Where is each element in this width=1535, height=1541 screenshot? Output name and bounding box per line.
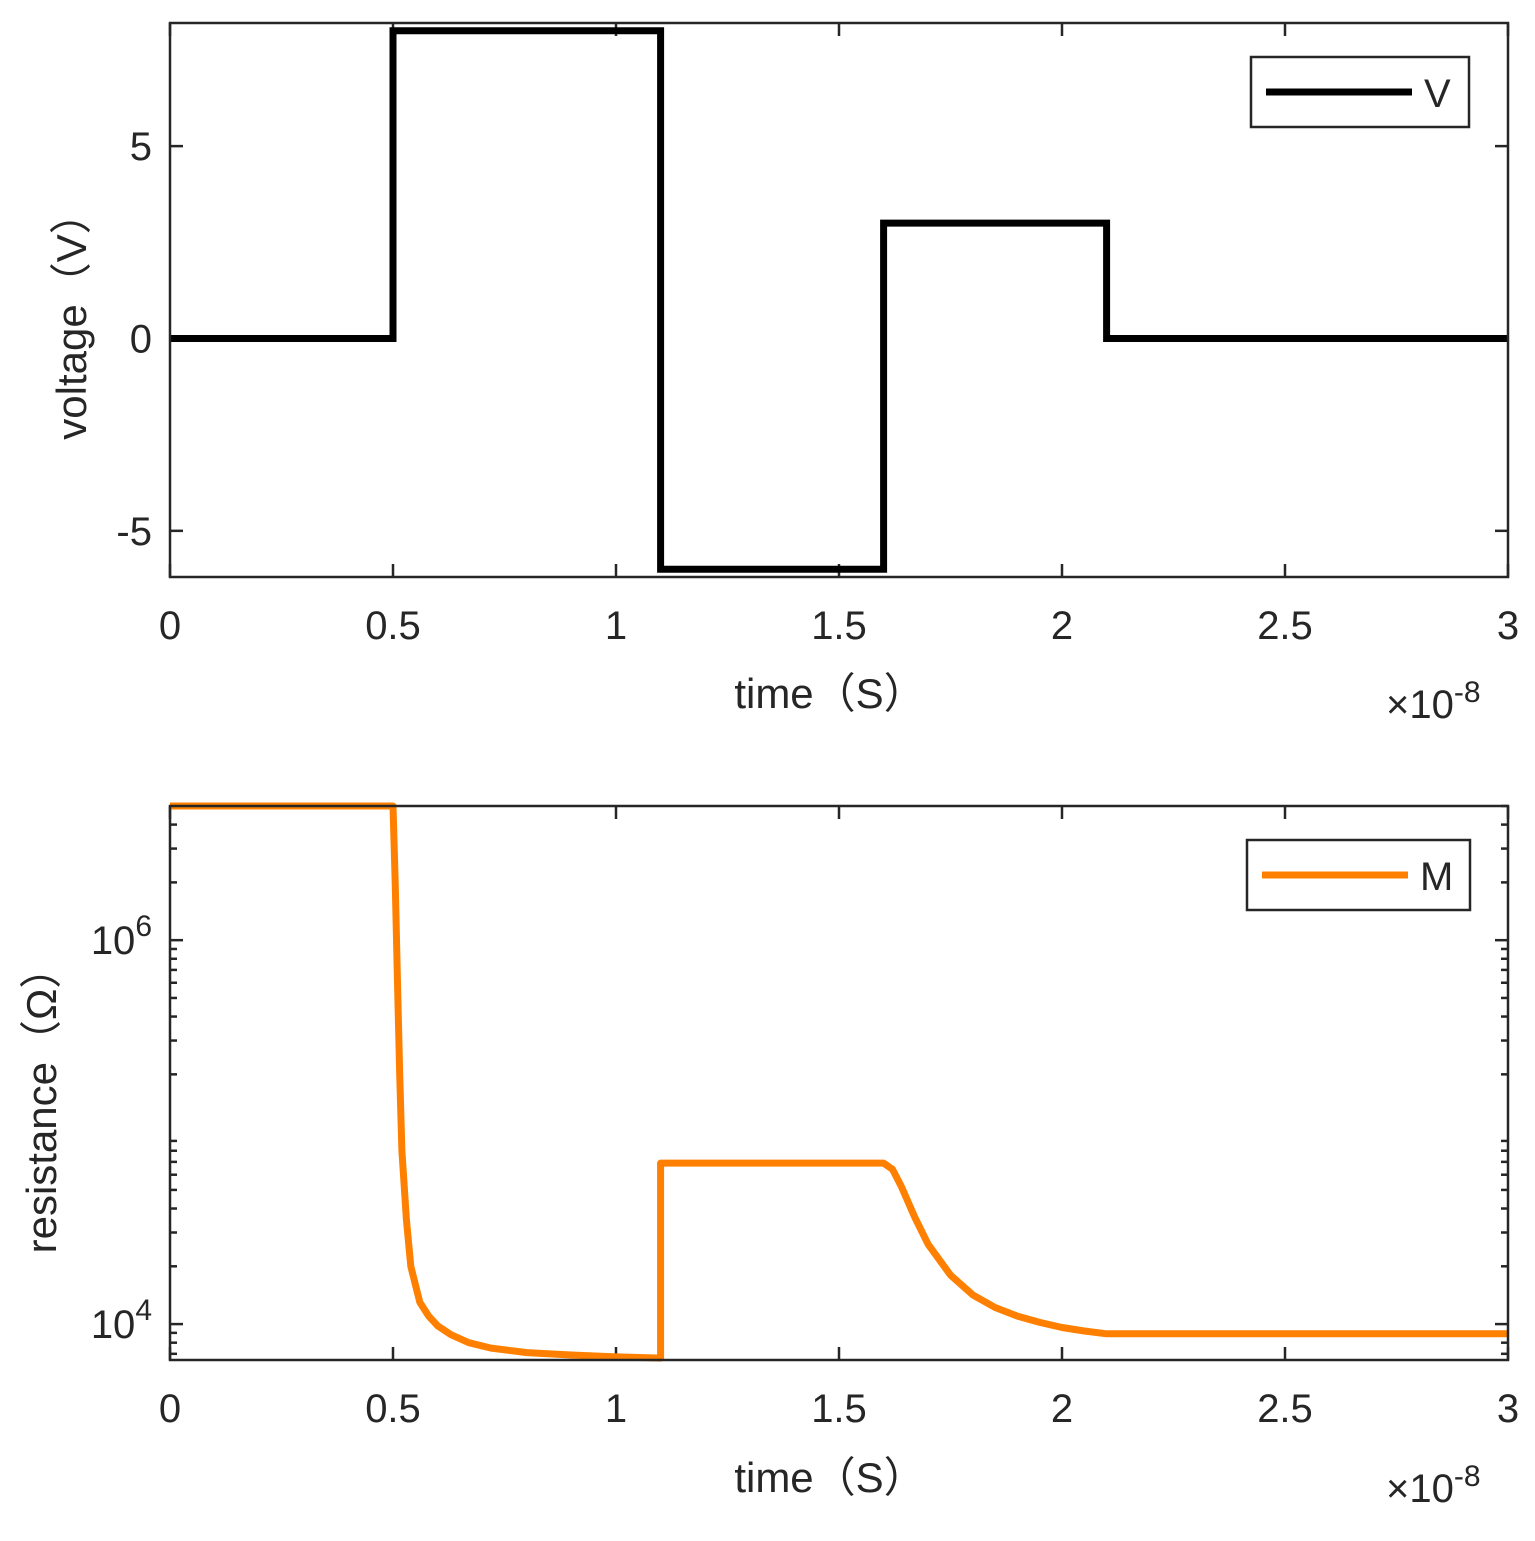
voltage-x-tick-label: 1 (605, 604, 627, 648)
resistance-legend-label: M (1420, 855, 1453, 899)
voltage-ticks (168, 23, 1510, 577)
voltage-y-axis-label: voltage（V） (48, 192, 95, 439)
resistance-legend: M (1245, 838, 1472, 912)
voltage-y-tick-label: 0 (130, 317, 152, 361)
voltage-legend-label: V (1424, 72, 1451, 116)
resistance-y-tick-labels: 104 106 (91, 910, 152, 1347)
resistance-x-tick-label: 2.5 (1257, 1387, 1313, 1431)
voltage-x-tick-labels: 0 0.5 1 1.5 2 2.5 3 (159, 604, 1519, 648)
resistance-axes-box (168, 804, 1510, 1362)
resistance-y-tick-label: 106 (91, 910, 152, 963)
resistance-x-tick-label: 0 (159, 1387, 181, 1431)
resistance-x-axis-label: time（S） (734, 1454, 925, 1501)
voltage-y-tick-label: -5 (116, 510, 152, 554)
voltage-y-tick-label: 5 (130, 125, 152, 169)
resistance-y-tick-label: 104 (91, 1294, 152, 1347)
resistance-y-axis-label: resistance（Ω） (18, 947, 65, 1254)
voltage-x-tick-label: 1.5 (811, 604, 867, 648)
resistance-chart: 0 0.5 1 1.5 2 2.5 3 104 106 time（S） resistance（… (18, 802, 1519, 1511)
voltage-x-tick-label: 2.5 (1257, 604, 1313, 648)
resistance-x-tick-label: 3 (1497, 1387, 1519, 1431)
resistance-x-exponent: ×10-8 (1386, 1460, 1481, 1511)
resistance-x-tick-label: 2 (1051, 1387, 1073, 1431)
resistance-x-tick-labels: 0 0.5 1 1.5 2 2.5 3 (159, 1387, 1519, 1431)
voltage-x-tick-label: 3 (1497, 604, 1519, 648)
voltage-x-axis-label: time（S） (734, 670, 925, 717)
voltage-x-tick-label: 0.5 (365, 604, 421, 648)
resistance-x-tick-label: 0.5 (365, 1387, 421, 1431)
voltage-legend: V (1249, 55, 1471, 129)
voltage-chart: 0 0.5 1 1.5 2 2.5 3 -5 0 5 time（S） voltage（V） ×1… (48, 21, 1519, 727)
voltage-x-tick-label: 0 (159, 604, 181, 648)
voltage-y-tick-labels: -5 0 5 (116, 125, 152, 554)
resistance-x-tick-label: 1.5 (811, 1387, 867, 1431)
voltage-axes-box (168, 21, 1510, 579)
resistance-series-line (170, 802, 1508, 1362)
voltage-x-tick-label: 2 (1051, 604, 1073, 648)
voltage-x-exponent: ×10-8 (1386, 676, 1481, 727)
resistance-x-tick-label: 1 (605, 1387, 627, 1431)
voltage-series-line (170, 27, 1508, 573)
